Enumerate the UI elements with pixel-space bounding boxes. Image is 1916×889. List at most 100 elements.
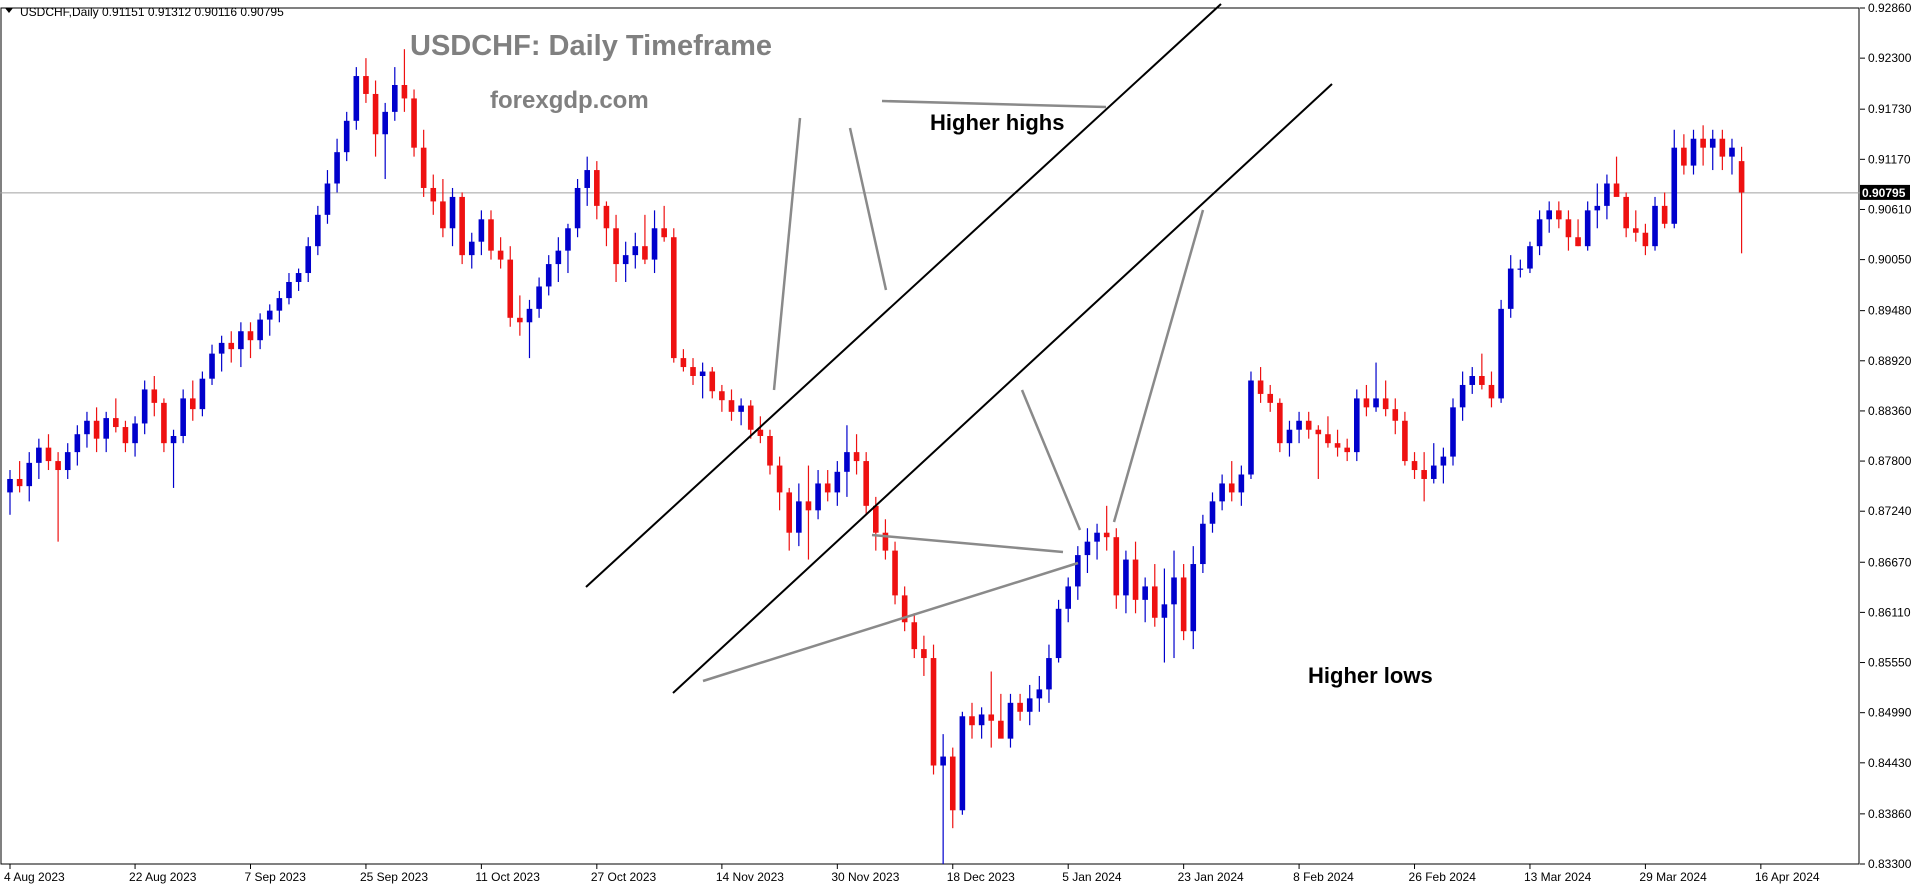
candle [1151,564,1158,627]
candle [1315,425,1322,479]
candle [632,232,639,269]
annotation-higher-lows: Higher lows [1308,663,1433,688]
candle [1382,380,1389,417]
candle [1228,461,1235,502]
candle [1103,505,1110,551]
candle [1296,411,1302,444]
candle [1575,219,1581,247]
y-tick-label: 0.89480 [1868,304,1912,318]
candle [536,277,542,318]
candle [805,465,812,560]
candle [517,295,523,336]
candle [911,613,918,659]
plot-frame [0,7,1860,865]
candle [440,179,446,238]
candle [478,210,485,256]
candle [1584,201,1591,251]
candle [372,80,379,157]
pointer-higher-highs-3 [881,99,1107,109]
candle [680,349,687,372]
candle [1450,398,1456,466]
candle [1132,541,1139,614]
pointer-higher-lows-4 [702,561,1079,683]
candle [651,210,658,274]
candle [565,223,571,274]
x-tick-label: 18 Dec 2023 [947,870,1015,884]
candle [1219,474,1225,511]
candle [757,416,764,444]
candle [940,734,946,864]
candle [1671,129,1678,229]
candle [1469,367,1476,394]
y-tick-label: 0.88360 [1868,404,1912,418]
x-tick-label: 16 Apr 2024 [1755,870,1820,884]
candle [719,384,725,412]
candle [1065,577,1071,623]
candle [1344,438,1350,462]
candle [209,344,215,385]
candle [180,389,186,444]
candle [1440,447,1447,484]
candle [93,407,100,453]
candle [1392,398,1399,435]
x-tick-label: 29 Mar 2024 [1639,870,1707,884]
candle [1046,644,1052,703]
candle [594,161,600,220]
candle [738,398,744,426]
candle [26,452,33,502]
y-tick-label: 0.86670 [1868,555,1912,569]
candle [834,461,841,506]
candle [574,179,581,238]
candle [747,400,754,439]
candle [526,299,533,359]
x-tick-label: 7 Sep 2023 [245,870,307,884]
chart-title: USDCHF: Daily Timeframe [410,30,772,62]
candle [497,237,504,269]
candle [1238,465,1245,506]
candle [488,210,494,260]
candle [1479,353,1485,390]
annotation-higher-highs: Higher highs [930,110,1064,135]
candle [1488,371,1495,408]
candle [555,237,562,282]
candle [286,273,292,305]
candle [998,693,1004,739]
candle [613,214,619,282]
candle [1690,129,1697,175]
candles [7,49,1745,864]
candle [305,237,312,282]
candle [796,483,802,547]
x-tick-label: 25 Sep 2023 [360,870,428,884]
candle [1623,192,1629,238]
candle [295,268,302,291]
candle [343,111,350,162]
current-price-tag [1860,184,1910,200]
candle [141,380,148,435]
y-tick-label: 0.87800 [1868,454,1912,468]
candle [642,214,648,265]
x-tick-label: 27 Oct 2023 [591,870,657,884]
candle [969,702,975,739]
x-tick-label: 26 Feb 2024 [1409,870,1477,884]
candle [1498,299,1504,403]
candle [1017,693,1023,721]
candle [1055,599,1062,663]
channel-upper-line [585,3,1222,588]
candle [170,429,177,488]
dropdown-triangle-icon[interactable] [5,8,13,13]
candle [1075,546,1081,600]
candle [1700,125,1706,166]
candle [382,102,388,180]
candle [1729,138,1735,175]
candle [767,429,773,475]
candle [392,67,398,121]
candle [36,438,42,479]
candle [507,246,514,327]
y-tick-label: 0.88920 [1868,354,1912,368]
candle [815,470,821,520]
channel-lower-line [672,83,1333,694]
candle [728,389,735,421]
candle [1459,371,1466,421]
